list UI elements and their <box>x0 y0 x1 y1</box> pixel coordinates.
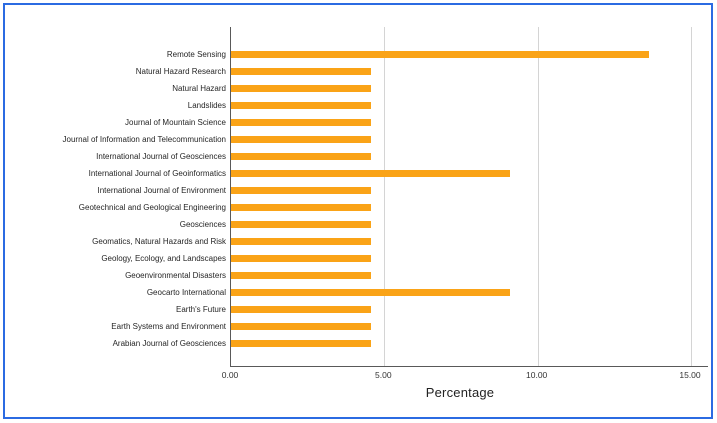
category-label: Geocarto International <box>146 287 226 297</box>
bar <box>231 272 371 279</box>
bar <box>231 119 371 126</box>
bar <box>231 68 371 75</box>
category-label: Journal of Information and Telecommunica… <box>62 134 227 144</box>
x-axis-title: Percentage <box>425 385 495 400</box>
bar <box>231 323 371 330</box>
bar <box>231 306 371 313</box>
x-tick-label: 0.00 <box>221 370 239 380</box>
category-label: Natural Hazard Research <box>135 66 226 76</box>
gridline <box>691 27 692 366</box>
plot-area <box>230 27 708 367</box>
bar <box>231 102 371 109</box>
bar <box>231 204 371 211</box>
bar <box>231 255 371 262</box>
bar <box>231 153 371 160</box>
category-label: Geotechnical and Geological Engineering <box>78 202 226 212</box>
category-label: Arabian Journal of Geosciences <box>112 338 226 348</box>
bar <box>231 85 371 92</box>
bar <box>231 187 371 194</box>
category-label: Geomatics, Natural Hazards and Risk <box>92 236 226 246</box>
category-label: Earth's Future <box>176 304 226 314</box>
category-label: Geology, Ecology, and Landscapes <box>101 253 226 263</box>
bar <box>231 238 371 245</box>
category-label: Landslides <box>187 100 226 110</box>
category-label: Journal of Mountain Science <box>125 117 226 127</box>
category-label: Remote Sensing <box>166 49 226 59</box>
category-label: International Journal of Geosciences <box>96 151 226 161</box>
x-tick-label: 15.00 <box>679 370 701 380</box>
bar <box>231 289 510 296</box>
gridline <box>384 27 386 366</box>
bar <box>231 51 650 58</box>
category-label: Earth Systems and Environment <box>111 321 226 331</box>
category-label: International Journal of Geoinformatics <box>88 168 226 178</box>
x-tick-label: 5.00 <box>375 370 392 380</box>
category-label: Natural Hazard <box>172 83 226 93</box>
x-tick-label: 10.00 <box>526 370 548 380</box>
category-label: Geosciences <box>179 219 226 229</box>
category-label: Geoenvironmental Disasters <box>125 270 226 280</box>
bar <box>231 221 371 228</box>
bar <box>231 136 371 143</box>
bar <box>231 340 371 347</box>
category-label: International Journal of Environment <box>97 185 226 195</box>
bar <box>231 170 510 177</box>
gridline <box>537 27 539 366</box>
